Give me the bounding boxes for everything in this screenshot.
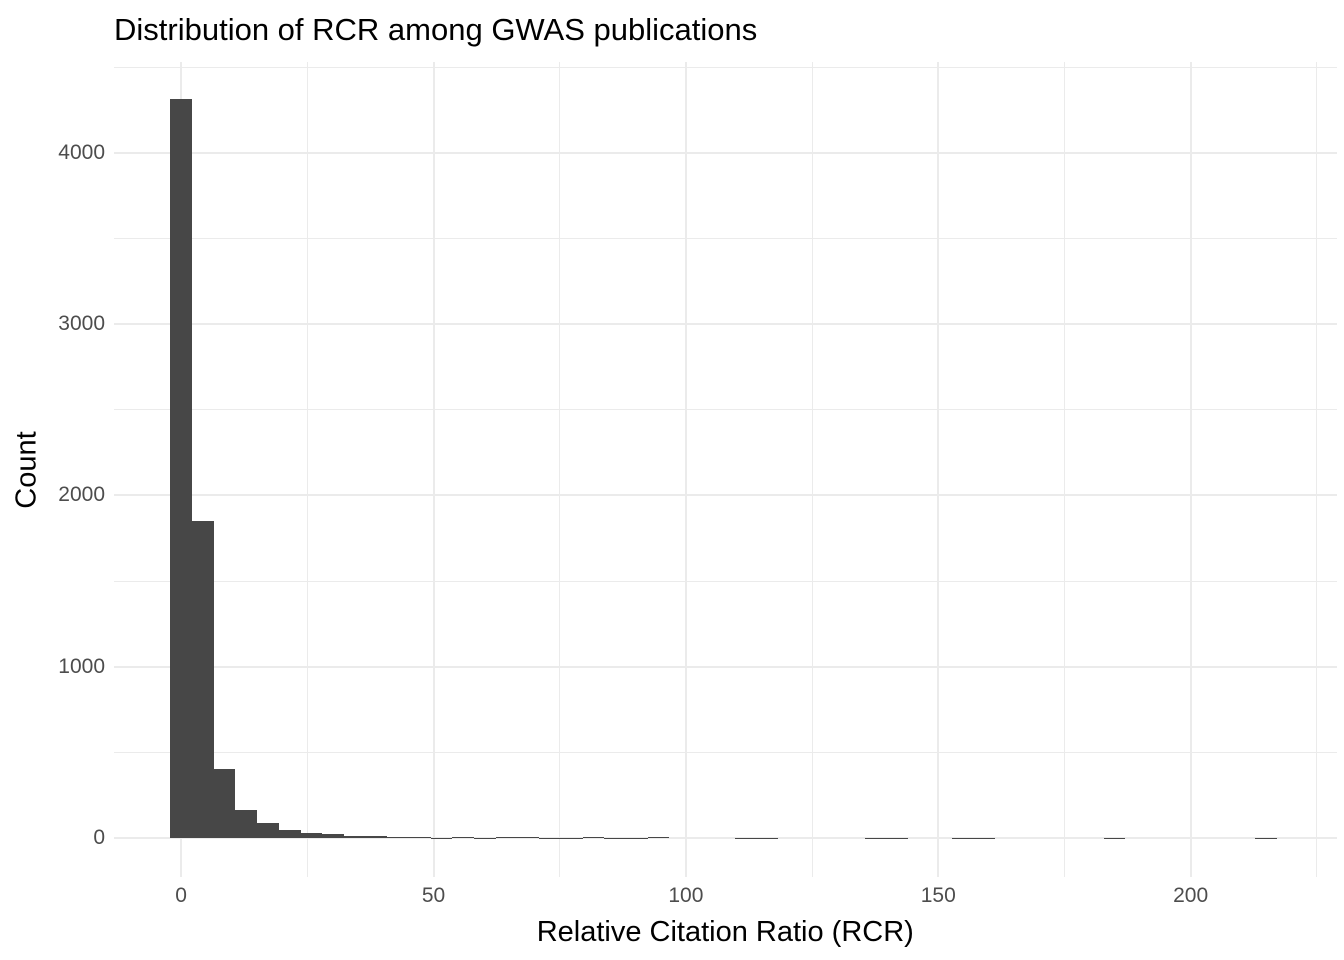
y-axis-tick-label: 1000	[58, 654, 105, 678]
histogram-bar	[517, 837, 540, 838]
histogram-bar	[191, 520, 214, 838]
histogram-bar	[343, 835, 366, 838]
y-axis-tick-label: 3000	[58, 312, 105, 336]
chart-title: Distribution of RCR among GWAS publicati…	[114, 12, 758, 47]
histogram-bar	[452, 837, 475, 838]
y-major-gridline	[113, 151, 1337, 154]
x-axis-tick-label: 50	[421, 884, 446, 907]
y-axis-tick-label: 4000	[58, 140, 105, 164]
y-major-gridline	[113, 323, 1337, 326]
x-minor-gridline	[559, 62, 561, 877]
histogram-bar	[322, 834, 344, 838]
x-axis-tick-label: 100	[668, 884, 704, 907]
histogram-bar	[257, 823, 279, 838]
x-minor-gridline	[1316, 62, 1318, 877]
histogram-bar	[235, 809, 258, 838]
histogram-bar	[495, 837, 518, 838]
histogram-bar	[213, 769, 236, 838]
histogram-bar	[170, 98, 192, 838]
x-axis-tick-label: 150	[920, 884, 956, 907]
x-axis-tick-label: 0	[175, 884, 187, 907]
y-minor-gridline	[113, 238, 1337, 240]
histogram-bar	[647, 837, 670, 838]
histogram-bar	[409, 837, 431, 838]
y-minor-gridline	[113, 66, 1337, 68]
histogram-bar	[387, 836, 410, 838]
x-axis-tick-label: 200	[1173, 884, 1209, 907]
x-major-gridline	[684, 62, 687, 877]
histogram-bar	[365, 836, 388, 838]
x-minor-gridline	[306, 62, 308, 877]
x-major-gridline	[937, 62, 940, 877]
y-major-gridline	[113, 494, 1337, 497]
x-minor-gridline	[811, 62, 813, 877]
y-minor-gridline	[113, 751, 1337, 753]
histogram-bar	[582, 837, 605, 838]
y-minor-gridline	[113, 409, 1337, 411]
y-major-gridline	[113, 665, 1337, 668]
x-axis-title: Relative Citation Ratio (RCR)	[536, 916, 914, 948]
x-major-gridline	[432, 62, 435, 877]
x-minor-gridline	[1063, 62, 1065, 877]
histogram-bar	[278, 829, 301, 838]
y-minor-gridline	[113, 580, 1337, 582]
histogram-bar	[300, 832, 323, 838]
y-axis-tick-label: 0	[93, 825, 105, 849]
y-axis-tick-label: 2000	[58, 483, 105, 507]
x-major-gridline	[1189, 62, 1192, 877]
y-axis-title: Count	[10, 430, 43, 509]
y-major-gridline	[113, 836, 1337, 839]
